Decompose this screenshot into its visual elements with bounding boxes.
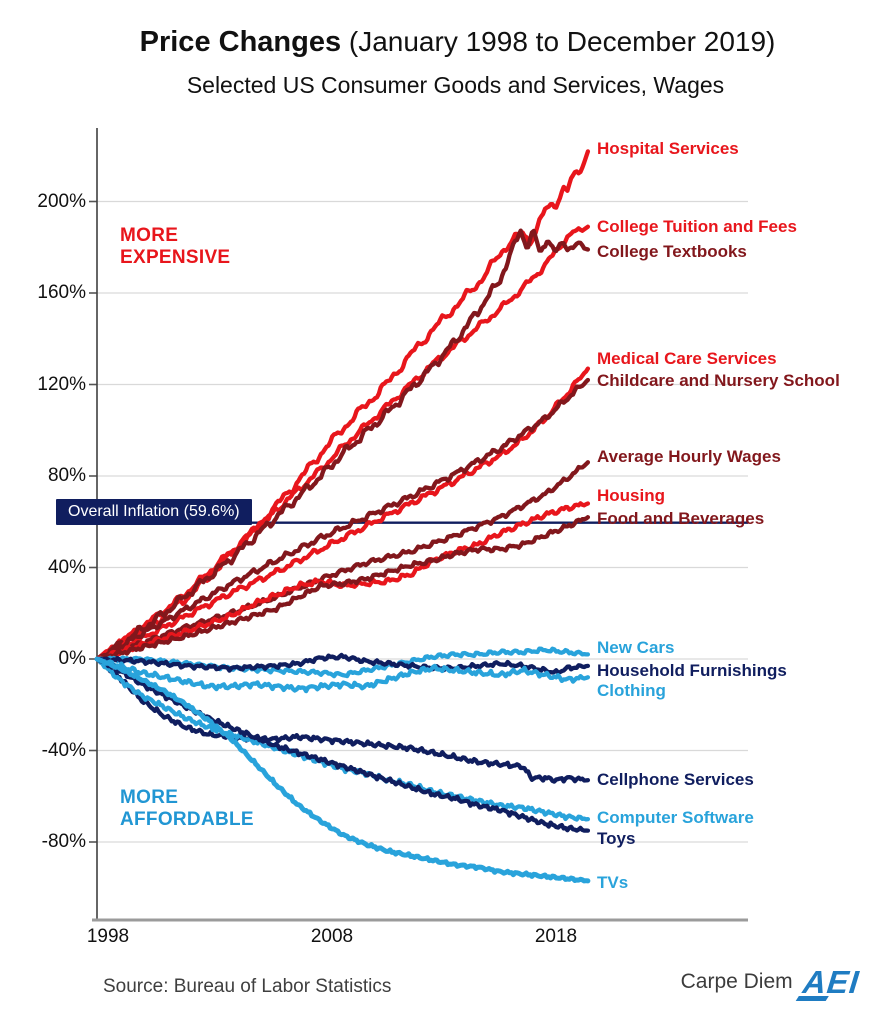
series-line-hospital-services [94,149,591,662]
series-line-household-furnishings [94,652,591,675]
series-label-housing: Housing [597,486,665,505]
series-line-childcare-and-nursery-school [94,377,591,662]
series-label-household-furnishings: Household Furnishings [597,661,787,680]
overall-inflation-badge: Overall Inflation (59.6%) [56,499,252,525]
series-label-toys: Toys [597,829,636,848]
x-axis-tick-1998: 1998 [86,926,130,947]
carpe-diem-text: Carpe Diem [680,970,793,993]
y-axis-tick-120: 120% [37,374,86,395]
series-label-clothing: Clothing [597,681,666,700]
y-axis-tick-0: 0% [58,648,86,669]
aei-logo-underline [795,996,829,1001]
x-axis-tick-2008: 2008 [310,926,354,947]
chart-subtitle: Selected US Consumer Goods and Services,… [186,72,725,98]
series-line-clothing [94,656,591,694]
y-axis-tick-200: 200% [37,191,86,212]
series-label-college-tuition-and-fees: College Tuition and Fees [597,217,797,236]
chart-title: Price Changes (January 1998 to December … [20,26,875,59]
series-line-medical-care-services [94,366,591,662]
more-affordable-annotation: MORE AFFORDABLE [120,787,254,830]
y-axis-tick-80: 80% [47,465,86,486]
series-label-childcare-and-nursery-school: Childcare and Nursery School [597,371,840,390]
series-label-hospital-services: Hospital Services [597,139,739,158]
series-label-medical-care-services: Medical Care Services [597,349,777,368]
chart-title-main: Price Changes [139,26,342,58]
series-label-cellphone-services: Cellphone Services [597,770,754,789]
y-axis-tick-40: 40% [47,557,86,578]
series-line-food-and-beverages [94,515,591,662]
aei-logo-text: AEI [800,964,861,1000]
series-label-computer-software: Computer Software [597,808,754,827]
y-axis-tick--80: -80% [41,831,86,852]
series-label-college-textbooks: College Textbooks [597,242,747,261]
chart-title-suffix: (January 1998 to December 2019) [341,26,776,57]
series-line-college-textbooks [94,228,591,662]
aei-logo: AEI [795,964,861,1001]
series-label-food-and-beverages: Food and Beverages [597,509,765,528]
x-axis-tick-2018: 2018 [534,926,578,947]
y-axis-tick--40: -40% [41,740,86,761]
y-axis-tick-160: 160% [37,282,86,303]
series-label-new-cars: New Cars [597,638,675,657]
series-label-tvs: TVs [597,873,629,892]
series-line-average-hourly-wages [94,460,591,662]
more-expensive-annotation: MORE EXPENSIVE [120,225,231,268]
branding: Carpe Diem AEI [680,964,861,1001]
source-credit: Source: Bureau of Labor Statistics [103,976,392,997]
series-label-average-hourly-wages: Average Hourly Wages [597,447,781,466]
series-line-computer-software [94,656,591,822]
series-line-tvs [94,656,591,884]
series-line-cellphone-services [94,656,591,784]
